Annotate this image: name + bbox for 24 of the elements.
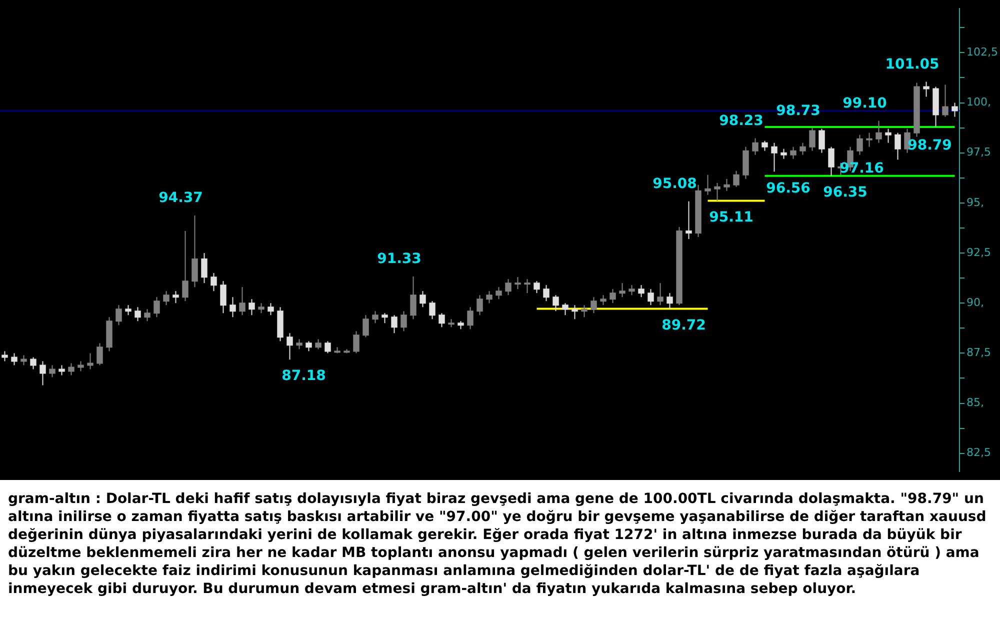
text: gram-altın : Dolar-TL deki hafif satış dolayısıyla fiyat biraz gevşedi ama gene de 100.00TL civarında dolaşmakta. "98.79" un altına inilirse o zaman fiyatta satış baskısı artabilir ve "97.00" ye doğru bir gevşeme yaşanabilirse de diğer taraftan xauusd değerinin dünya piyasalarındaki yerini de kollamak gerekir. Eğer orada fiyat 1272' in altına inmezse burada da büyük bir düzeltme beklenmemeli zira her ne kadar MB toplantı anonsu yapmadı ( gelen verilerin sürpriz yaratmasından ötürü ) ama bu yakın gelecekte faiz indirimi konusunun kapanması anlamına gelmediğinden dolar-TL' de de fiyat fazla aşağılara inmeyecek gibi duruyor. Bu durumun devam etmesi gram-altın' da fiyatın yukarıda kalmasına sebep oluyor. (8, 490, 988, 598)
annotation: 98.73 (776, 102, 820, 119)
y-tick-label: 97,5 (966, 146, 992, 159)
y-tick-label: 87,5 (966, 346, 992, 360)
annotation: 98.23 (719, 112, 764, 129)
annotation: 94.37 (158, 190, 203, 206)
y-tick-label: 92,5 (966, 246, 992, 259)
y-tick-label: 102,5 (966, 46, 998, 59)
annotation: 95.08 (652, 176, 697, 192)
annotation: 97.16 (840, 160, 884, 176)
annotation: 99.10 (842, 95, 888, 112)
y-tick-label: 82,5 (966, 446, 992, 460)
y-tick-label: 85, (966, 396, 984, 410)
y-tick-label: 95, (966, 196, 984, 209)
annotation: 95.11 (709, 209, 754, 226)
annotation: 87.18 (282, 368, 326, 384)
annotation: 101.05 (885, 56, 940, 72)
y-tick-label: 100, (966, 96, 992, 109)
annotation: 98.79 (908, 138, 952, 154)
annotation: 96.35 (823, 184, 868, 201)
annotation: 96.56 (766, 180, 810, 196)
y-tick-label: 90, (966, 296, 984, 309)
annotation: 91.33 (377, 251, 422, 268)
annotation: 89.72 (662, 317, 706, 334)
